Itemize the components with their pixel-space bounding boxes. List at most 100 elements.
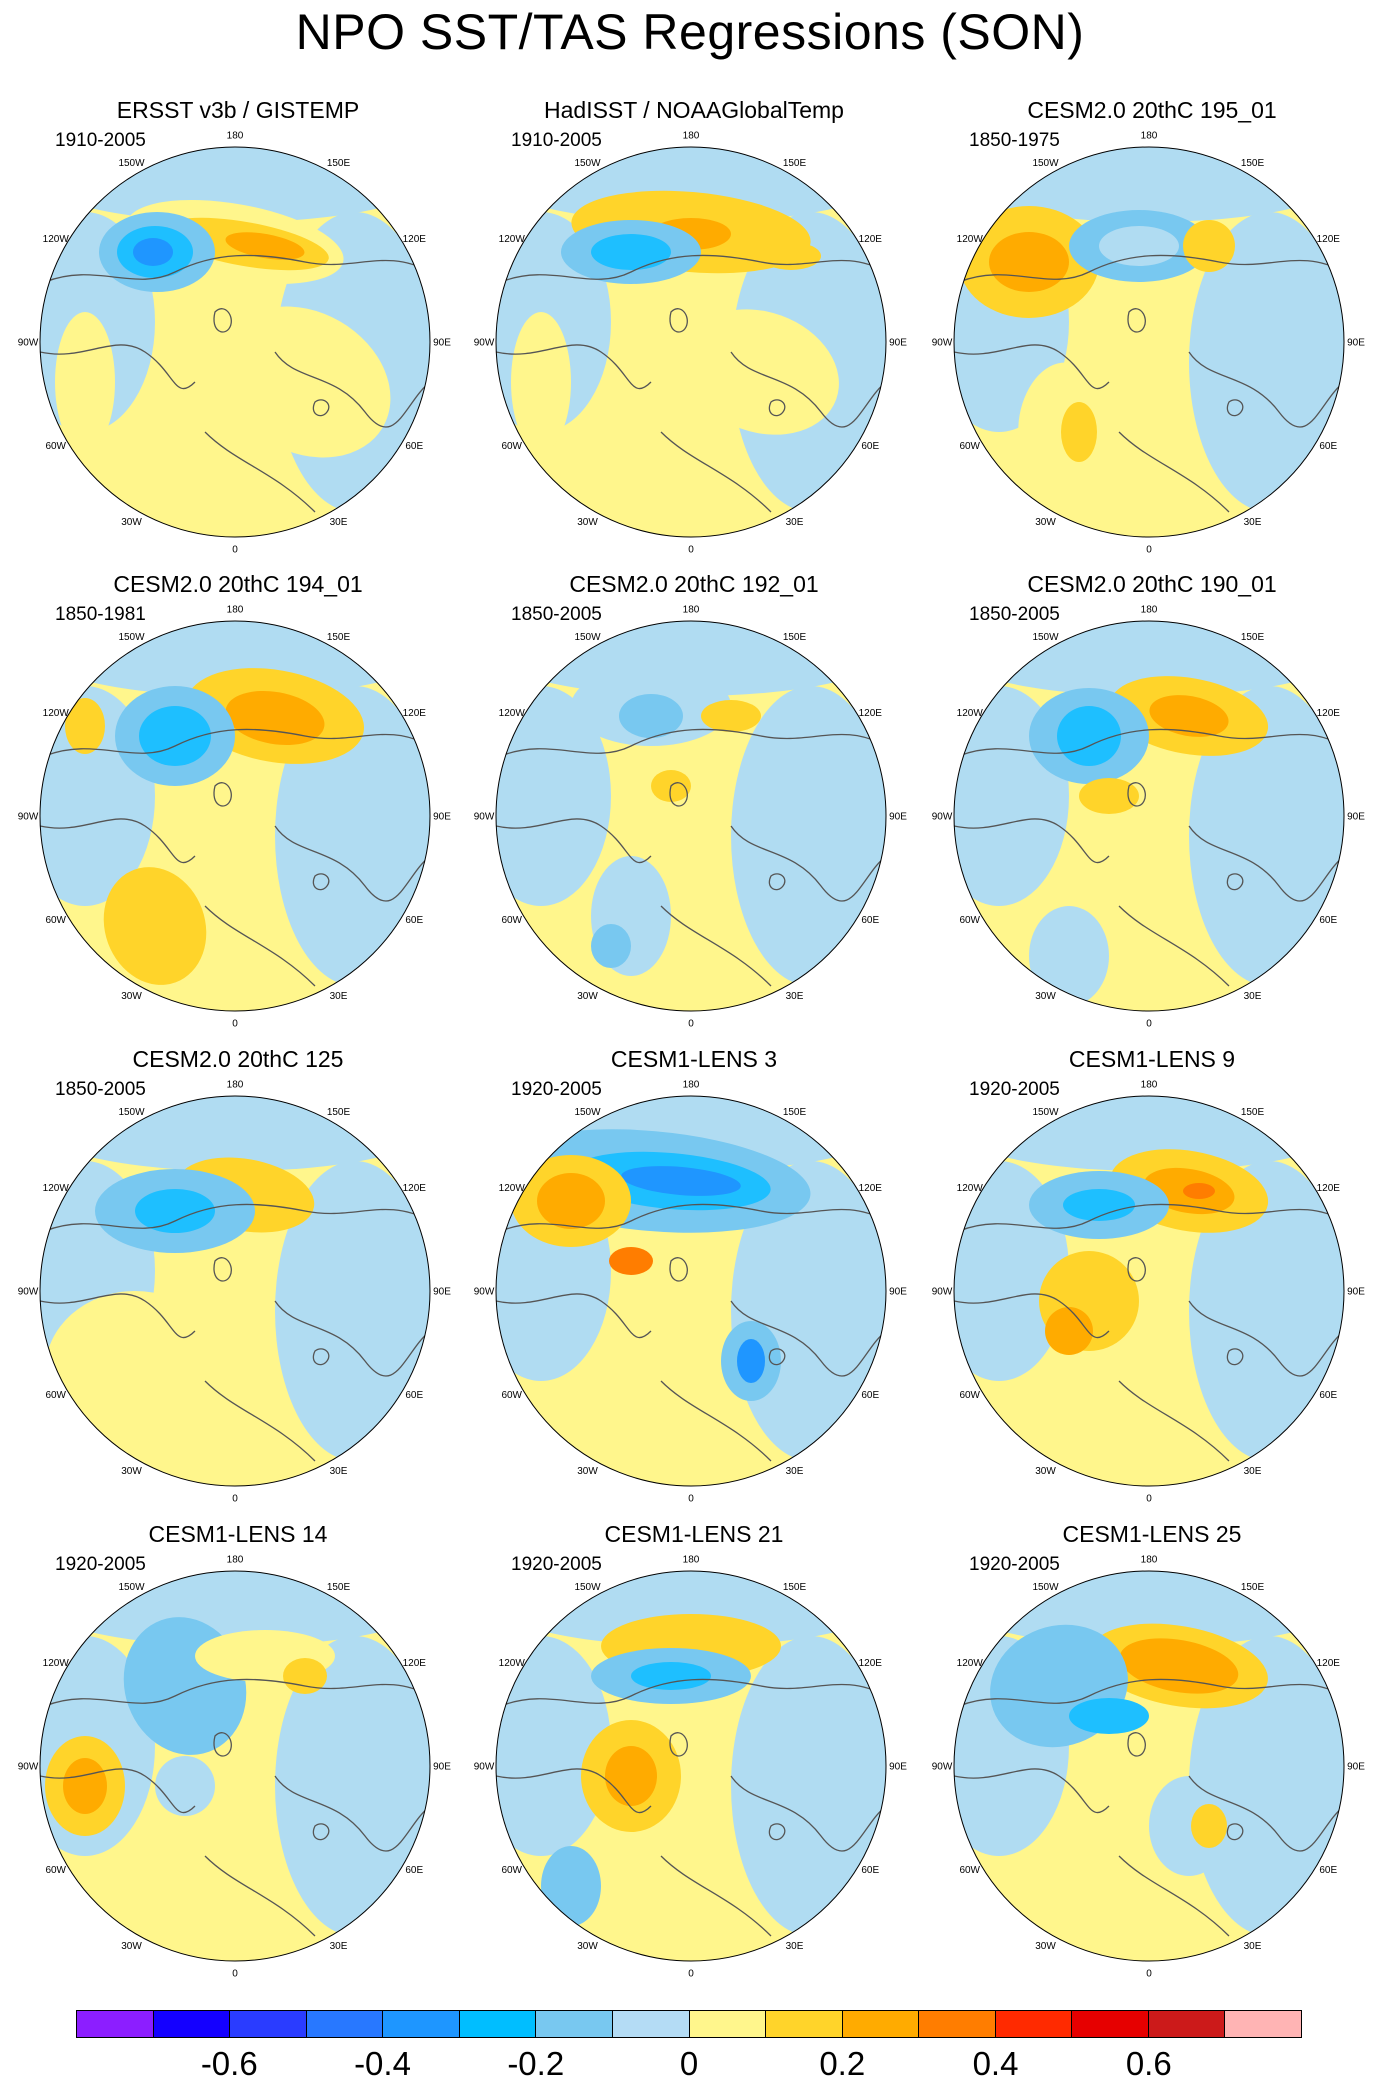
longitude-label: 180	[683, 1080, 700, 1091]
longitude-label: 90E	[1347, 338, 1365, 349]
longitude-label: 150W	[1032, 632, 1059, 643]
map-boundary	[953, 1570, 1345, 1962]
longitude-label: 150W	[574, 1107, 601, 1118]
panel-period: 1850-2005	[969, 604, 1060, 625]
longitude-label: 120E	[1317, 234, 1341, 245]
coastline	[496, 1293, 652, 1339]
coastline	[1188, 825, 1344, 902]
coastline	[958, 1203, 1344, 1232]
coastline	[274, 1300, 430, 1377]
colorbar-labels: -0.6 -0.4 -0.2 0 0.2 0.4 0.6	[76, 2044, 1302, 2084]
coastline	[1118, 1855, 1230, 1937]
longitude-label: 150E	[327, 1107, 351, 1118]
longitude-label: 180	[227, 131, 244, 142]
coastline	[768, 1348, 786, 1366]
coastline	[730, 1775, 886, 1852]
coastline	[1127, 782, 1146, 807]
longitude-label: 90E	[889, 1287, 907, 1298]
longitude-label: 120E	[403, 708, 427, 719]
longitude-label: 0	[232, 1019, 238, 1030]
anomaly-region	[1183, 220, 1235, 272]
anomaly-region	[701, 700, 761, 732]
longitude-label: 60W	[501, 1390, 522, 1401]
coastline	[312, 399, 330, 417]
longitude-label: 120W	[43, 234, 70, 245]
longitude-label: 60W	[45, 441, 66, 452]
panel-title: ERSST v3b / GISTEMP	[116, 97, 360, 123]
longitude-label: 120W	[43, 708, 70, 719]
main-title: NPO SST/TAS Regressions (SON)	[295, 4, 1085, 60]
polar-map: 180 150E 120E 90E 60E 30E 0 30W 60W 90W 120W 150W	[932, 605, 1365, 1030]
panel-title: HadISST / NOAAGlobalTemp	[544, 97, 844, 123]
longitude-label: 90E	[889, 1762, 907, 1773]
longitude-label: 0	[1146, 1494, 1152, 1505]
longitude-label: 60W	[45, 915, 66, 926]
longitude-label: 60E	[405, 441, 423, 452]
panel-period: 1850-1975	[969, 130, 1060, 151]
anomaly-region	[225, 690, 325, 746]
coastline	[958, 728, 1344, 757]
longitude-label: 60W	[959, 1390, 980, 1401]
longitude-label: 90W	[932, 338, 953, 349]
coastline	[1188, 1300, 1344, 1377]
coastline	[500, 728, 886, 757]
longitude-label: 120W	[499, 234, 526, 245]
longitude-label: 90E	[1347, 1762, 1365, 1773]
coastline	[768, 1823, 786, 1841]
longitude-label: 60E	[1319, 441, 1337, 452]
longitude-label: 150E	[327, 632, 351, 643]
anomaly-region	[1063, 1189, 1135, 1221]
anomaly-region	[731, 1636, 886, 1936]
colorbar-cell	[230, 2011, 307, 2037]
colorbar-cell	[1225, 2011, 1301, 2037]
polar-map: 180 150E 120E 90E 60E 30E 0 30W 60W 90W 120W 150W	[474, 1080, 907, 1505]
panel-period: 1920-2005	[969, 1554, 1060, 1575]
coastline	[660, 431, 772, 513]
anomaly-region	[283, 1658, 327, 1694]
polar-map: 180 150E 120E 90E 60E 30E 0 30W 60W 90W 120W 150W	[18, 131, 451, 556]
longitude-label: 0	[1146, 1969, 1152, 1980]
map-boundary	[39, 1570, 431, 1962]
longitude-label: 120W	[957, 708, 984, 719]
longitude-label: 120E	[859, 708, 883, 719]
anomaly-region	[1191, 1804, 1227, 1848]
coastline	[274, 1775, 430, 1852]
colorbar-cell	[536, 2011, 613, 2037]
panel-period: 1920-2005	[55, 1554, 146, 1575]
longitude-label: 120W	[499, 1658, 526, 1669]
longitude-label: 120E	[403, 234, 427, 245]
longitude-label: 0	[232, 1969, 238, 1980]
longitude-label: 60W	[45, 1865, 66, 1876]
map-boundary	[953, 620, 1345, 1012]
longitude-label: 0	[688, 1969, 694, 1980]
coastline	[204, 431, 316, 513]
coastline	[312, 873, 330, 891]
anomaly-region	[1061, 402, 1097, 462]
map-panel: 180 150E 120E 90E 60E 30E 0 30W 60W 90W 120W 150W CE…	[18, 570, 458, 1030]
coastline	[274, 351, 430, 428]
longitude-label: 120W	[43, 1658, 70, 1669]
anomaly-region	[989, 232, 1069, 292]
colorbar-cell	[306, 2011, 384, 2037]
longitude-label: 90E	[889, 812, 907, 823]
longitude-label: 150E	[1241, 1582, 1265, 1593]
colorbar-cell	[995, 2011, 1073, 2037]
coastline	[44, 1203, 430, 1232]
longitude-label: 150W	[118, 632, 145, 643]
anomaly-region	[65, 698, 105, 754]
map-panel: 180 150E 120E 90E 60E 30E 0 30W 60W 90W 120W 150W CE…	[18, 1520, 458, 1980]
anomaly-region	[225, 232, 305, 260]
longitude-label: 30E	[786, 1466, 804, 1477]
longitude-label: 90E	[433, 1287, 451, 1298]
coastline	[660, 1855, 772, 1937]
longitude-label: 120E	[1317, 1183, 1341, 1194]
anomaly-region	[133, 238, 173, 266]
colorbar-label: -0.6	[200, 2045, 258, 2082]
map-panel: 180 150E 120E 90E 60E 30E 0 30W 60W 90W 120W 150W CE…	[932, 96, 1372, 556]
coastline	[1127, 1732, 1146, 1757]
longitude-label: 180	[1141, 1555, 1158, 1566]
coastline	[1127, 308, 1146, 333]
coastline	[274, 825, 430, 902]
anomaly-region	[1057, 706, 1121, 766]
map-boundary	[39, 620, 431, 1012]
